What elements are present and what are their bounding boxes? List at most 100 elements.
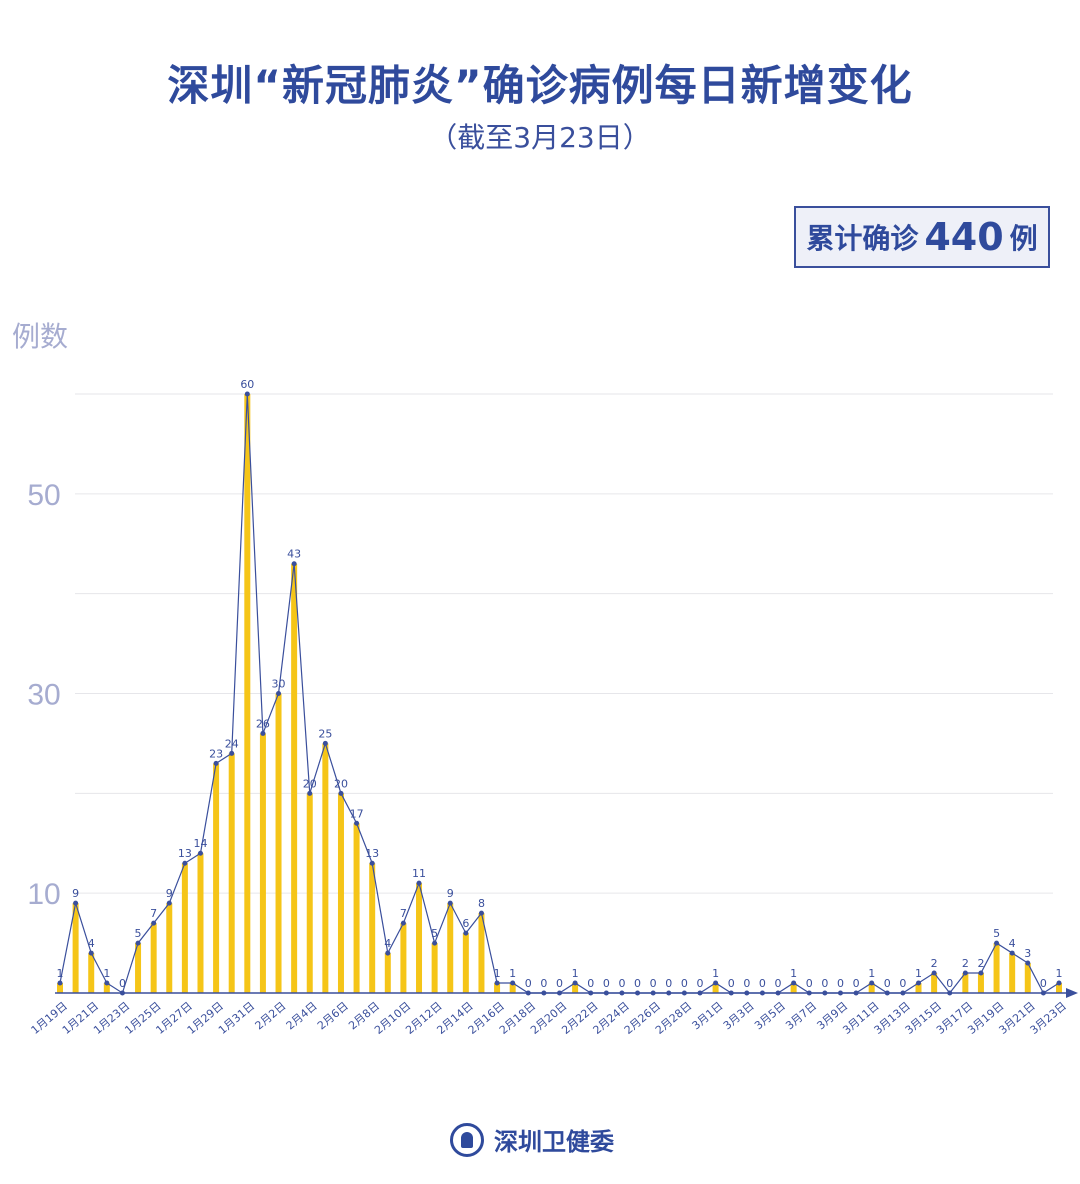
data-label: 0 [525, 977, 532, 990]
data-label: 13 [178, 847, 192, 860]
data-point [354, 820, 360, 826]
data-point [151, 920, 157, 926]
data-label: 0 [837, 977, 844, 990]
bar [962, 973, 969, 993]
data-label: 11 [412, 867, 426, 880]
bar [400, 923, 407, 993]
data-label: 0 [540, 977, 547, 990]
x-tick-label: 2月4日 [284, 999, 320, 1032]
data-label: 4 [384, 937, 391, 950]
data-label: 2 [931, 957, 938, 970]
bar [915, 983, 922, 993]
data-label: 0 [728, 977, 735, 990]
bar [197, 853, 204, 993]
data-label: 9 [166, 887, 173, 900]
data-point [73, 900, 79, 906]
data-label: 30 [272, 678, 286, 691]
bar [462, 933, 469, 993]
data-label: 1 [790, 967, 797, 980]
data-label: 3 [1024, 947, 1031, 960]
data-label: 1 [57, 967, 64, 980]
data-label: 26 [256, 717, 270, 730]
bar [478, 913, 485, 993]
data-point [635, 990, 641, 996]
data-point [432, 940, 438, 946]
data-label: 20 [334, 777, 348, 790]
data-point [400, 920, 406, 926]
data-point [869, 980, 875, 986]
data-point [947, 990, 953, 996]
data-point [791, 980, 797, 986]
data-point [182, 860, 188, 866]
data-label: 0 [618, 977, 625, 990]
data-point [213, 760, 219, 766]
data-point [1040, 990, 1046, 996]
data-point [557, 990, 562, 996]
bar [868, 983, 875, 993]
data-point [119, 990, 125, 996]
data-point [916, 980, 922, 986]
data-point [806, 990, 812, 996]
data-point [369, 860, 375, 866]
bar [306, 793, 313, 993]
data-label: 1 [1056, 967, 1063, 980]
bar [1056, 983, 1062, 993]
data-point [759, 990, 765, 996]
bar [509, 983, 516, 993]
data-label: 0 [806, 977, 813, 990]
data-label: 23 [209, 747, 223, 760]
data-point [276, 691, 282, 696]
footer: 深圳卫健委 [450, 1122, 614, 1157]
data-point [713, 980, 719, 986]
data-label: 4 [88, 937, 95, 950]
data-label: 8 [478, 897, 485, 910]
data-point [166, 900, 172, 906]
total-cases-box: 累计确诊 440 例 [794, 206, 1050, 268]
y-tick-label: 50 [27, 479, 60, 512]
data-label: 17 [350, 807, 364, 820]
data-label: 1 [572, 967, 579, 980]
bar [1024, 963, 1031, 993]
data-label: 5 [993, 927, 1000, 940]
y-axis-label: 例数 [12, 320, 69, 353]
data-label: 7 [150, 907, 157, 920]
bar [384, 953, 391, 993]
data-point [853, 990, 859, 996]
data-label: 9 [447, 887, 454, 900]
data-label: 1 [712, 967, 719, 980]
data-label: 43 [287, 548, 301, 561]
data-label: 25 [318, 727, 332, 740]
data-point [494, 980, 500, 986]
data-label: 0 [587, 977, 594, 990]
data-label: 0 [650, 977, 657, 990]
data-label: 1 [868, 967, 875, 980]
total-suffix: 例 [1009, 222, 1038, 255]
bar [259, 733, 266, 993]
bar [337, 793, 344, 993]
data-label: 1 [509, 967, 516, 980]
data-label: 5 [431, 927, 438, 940]
data-point [822, 990, 828, 996]
x-tick-label: 3月3日 [721, 999, 757, 1032]
x-tick-label: 2月6日 [315, 999, 351, 1032]
data-point [57, 980, 63, 986]
data-label: 0 [696, 977, 703, 990]
bar [88, 953, 95, 993]
bar [275, 693, 282, 993]
bar [494, 983, 501, 993]
chart-title: 深圳“新冠肺炎”确诊病例每日新增变化 [167, 61, 913, 110]
data-label: 1 [103, 967, 110, 980]
data-point [978, 970, 984, 976]
bar [931, 973, 938, 993]
data-label: 2 [977, 957, 984, 970]
bar [1009, 953, 1016, 993]
data-point [307, 790, 313, 796]
data-label: 0 [634, 977, 641, 990]
health-commission-logo-icon [450, 1122, 484, 1157]
data-point [962, 970, 968, 976]
x-tick-label: 3月1日 [690, 999, 726, 1032]
data-point [510, 980, 516, 986]
data-label: 1 [494, 967, 501, 980]
x-tick-label: 3月5日 [752, 999, 788, 1032]
bar [166, 903, 173, 993]
